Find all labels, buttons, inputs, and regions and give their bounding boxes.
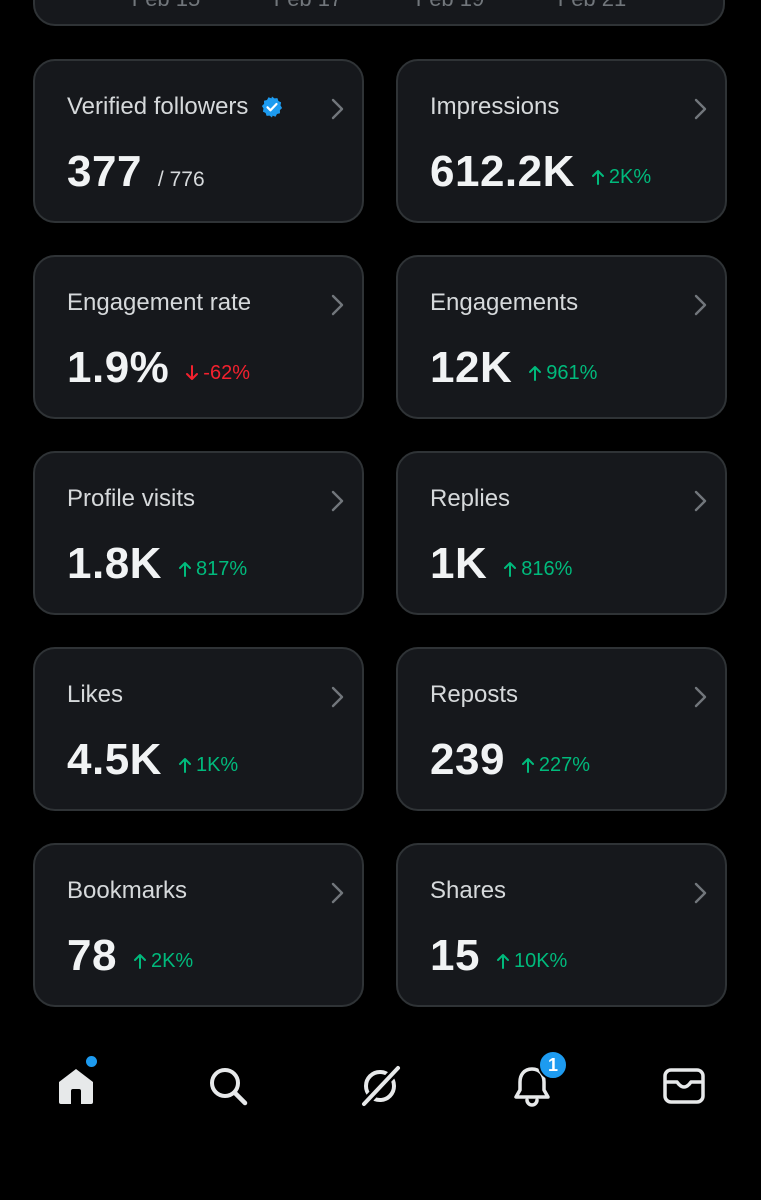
nav-notifications[interactable]: 1 [502, 1050, 568, 1116]
nav-search[interactable] [198, 1056, 258, 1116]
arrow-up-icon [529, 366, 542, 381]
chart-x-label: Feb 19 [416, 0, 485, 12]
chevron-right-icon [331, 490, 344, 512]
metric-value: 78 [67, 931, 117, 980]
metric-value-row: 12K 961% [430, 343, 597, 393]
chart-card: Feb 15 Feb 17 Feb 19 Feb 21 [33, 0, 725, 26]
metric-card-engagements[interactable]: Engagements 12K 961% [396, 255, 727, 419]
arrow-up-icon [504, 562, 517, 577]
metric-of-total: / 776 [157, 168, 205, 191]
arrow-up-icon [178, 562, 191, 577]
metric-delta: 10K% [496, 950, 567, 973]
messages-icon [663, 1068, 705, 1104]
grok-icon [359, 1063, 403, 1109]
metric-card-likes[interactable]: Likes 4.5K 1K% [33, 647, 364, 811]
metric-delta: -62% [185, 362, 250, 385]
chart-x-axis: Feb 15 Feb 17 Feb 19 Feb 21 [35, 0, 723, 12]
metric-delta: 1K% [178, 754, 238, 777]
metric-value-row: 1.8K 817% [67, 539, 247, 589]
verified-badge-icon [262, 96, 283, 118]
nav-messages[interactable] [654, 1056, 714, 1116]
metric-value: 12K [430, 343, 513, 392]
arrow-up-icon [178, 758, 191, 773]
arrow-down-icon [186, 365, 199, 380]
metric-value: 4.5K [67, 735, 162, 784]
metric-label: Verified followers [67, 93, 284, 121]
metric-value: 1K [430, 539, 488, 588]
metric-label: Engagement rate [67, 289, 252, 316]
arrow-up-icon [496, 954, 509, 969]
metric-card-bookmarks[interactable]: Bookmarks 78 2K% [33, 843, 364, 1007]
metric-value: 15 [430, 931, 480, 980]
chevron-right-icon [331, 882, 344, 904]
chevron-right-icon [694, 98, 707, 120]
metric-card-replies[interactable]: Replies 1K 816% [396, 451, 727, 615]
metric-label: Shares [430, 877, 507, 904]
metric-card-verified-followers[interactable]: Verified followers 377 / 776 [33, 59, 364, 223]
bottom-nav: 1 [0, 1040, 761, 1136]
metric-label: Engagements [430, 289, 579, 316]
arrow-up-icon [521, 758, 534, 773]
metric-card-impressions[interactable]: Impressions 612.2K 2K% [396, 59, 727, 223]
metric-delta: 817% [178, 558, 247, 581]
nav-home[interactable] [46, 1056, 106, 1116]
metric-value-row: 1.9% -62% [67, 343, 250, 393]
metric-delta: 2K% [133, 950, 193, 973]
arrow-up-icon [591, 170, 604, 185]
metric-value-row: 78 2K% [67, 931, 193, 981]
metric-value-row: 4.5K 1K% [67, 735, 238, 785]
home-unread-dot [86, 1056, 97, 1067]
chart-x-label: Feb 15 [132, 0, 201, 12]
chevron-right-icon [694, 882, 707, 904]
metric-value: 1.8K [67, 539, 162, 588]
metric-card-reposts[interactable]: Reposts 239 227% [396, 647, 727, 811]
metric-card-profile-visits[interactable]: Profile visits 1.8K 817% [33, 451, 364, 615]
notifications-badge: 1 [538, 1050, 568, 1080]
metric-delta: 227% [521, 754, 590, 777]
metric-value: 612.2K [430, 147, 575, 196]
arrow-up-icon [133, 954, 146, 969]
home-icon [59, 1069, 93, 1104]
chevron-right-icon [694, 490, 707, 512]
metric-label: Likes [67, 681, 124, 708]
metric-delta: 961% [528, 362, 597, 385]
metric-value: 1.9% [67, 343, 170, 392]
metric-value-row: 377 / 776 [67, 147, 205, 197]
metric-value-row: 239 227% [430, 735, 590, 785]
chevron-right-icon [331, 686, 344, 708]
metric-delta: 816% [503, 558, 572, 581]
chevron-right-icon [694, 686, 707, 708]
metric-card-engagement-rate[interactable]: Engagement rate 1.9% -62% [33, 255, 364, 419]
metric-value: 377 [67, 147, 142, 196]
metric-label: Impressions [430, 93, 560, 120]
metric-value-row: 15 10K% [430, 931, 567, 981]
metric-value-row: 1K 816% [430, 539, 572, 589]
chevron-right-icon [694, 294, 707, 316]
metric-delta: 2K% [591, 166, 651, 189]
chart-x-label: Feb 21 [558, 0, 627, 12]
chart-x-label: Feb 17 [274, 0, 343, 12]
nav-grok[interactable] [350, 1056, 410, 1116]
metric-label: Profile visits [67, 485, 196, 512]
metric-label: Reposts [430, 681, 519, 708]
metric-label: Bookmarks [67, 877, 188, 904]
metric-card-shares[interactable]: Shares 15 10K% [396, 843, 727, 1007]
chevron-right-icon [331, 294, 344, 316]
search-icon [210, 1068, 248, 1106]
chevron-right-icon [331, 98, 344, 120]
metric-value: 239 [430, 735, 505, 784]
metric-value-row: 612.2K 2K% [430, 147, 651, 197]
metric-label: Replies [430, 485, 511, 512]
